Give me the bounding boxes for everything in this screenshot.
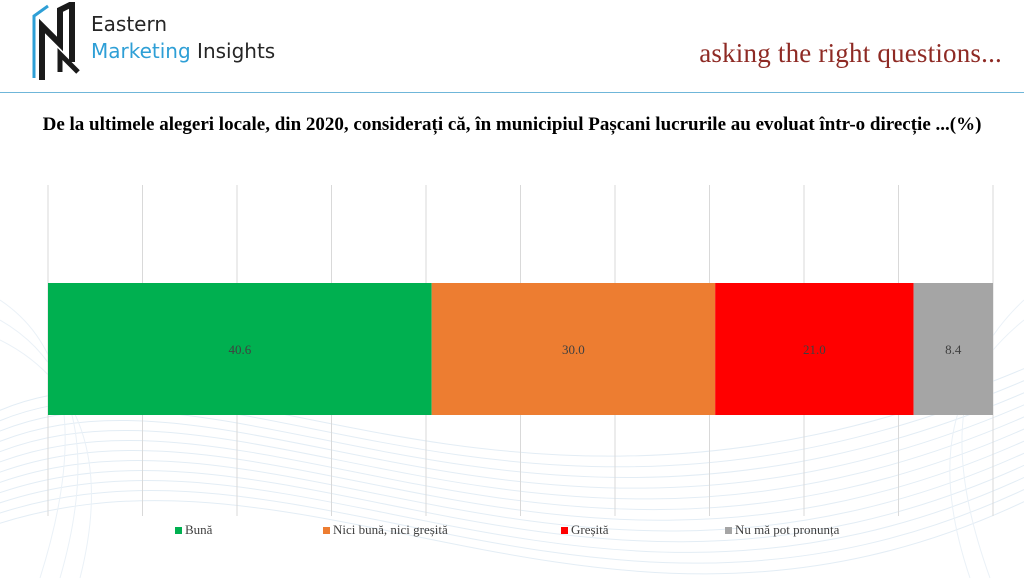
- legend-item-4: Nu mă pot pronunța: [725, 522, 839, 538]
- legend-swatch: [725, 526, 732, 534]
- bar-segment-4: [913, 283, 993, 415]
- bar-segment-2: [431, 283, 716, 415]
- brand-word-marketing: Marketing: [91, 39, 191, 63]
- header: Eastern Marketing Insights asking the ri…: [0, 0, 1024, 94]
- bar-segment-1: [48, 283, 432, 415]
- legend-swatch: [323, 526, 330, 534]
- data-label-4: 8.4: [945, 342, 962, 357]
- data-label-2: 30.0: [562, 342, 585, 357]
- bar-segments: [48, 283, 993, 415]
- header-divider: [0, 92, 1024, 93]
- brand-line-2: Marketing Insights: [91, 39, 275, 63]
- chart-legend: Bună Nici bună, nici greșită Greșită Nu mă …: [0, 522, 1024, 538]
- legend-label: Greșită: [571, 522, 609, 537]
- data-label-3: 21.0: [803, 342, 826, 357]
- bar-segment-3: [715, 283, 914, 415]
- data-labels: 40.6 30.0 21.0 8.4: [228, 342, 961, 357]
- legend-label: Bună: [185, 522, 213, 537]
- legend-swatch: [561, 526, 568, 534]
- legend-item-2: Nici bună, nici greșită: [323, 522, 448, 538]
- legend-label: Nu mă pot pronunța: [735, 522, 840, 537]
- chart-title: De la ultimele alegeri locale, din 2020,…: [42, 114, 982, 135]
- legend-swatch: [175, 526, 182, 534]
- brand-line-1: Eastern: [91, 12, 168, 36]
- brand-name: Eastern Marketing Insights: [91, 11, 275, 65]
- data-label-1: 40.6: [228, 342, 251, 357]
- legend-item-3: Greșită: [561, 522, 609, 538]
- brand-word-insights: Insights: [190, 39, 276, 63]
- logo-mark-icon: [32, 2, 80, 80]
- legend-item-1: Bună: [175, 522, 212, 538]
- legend-label: Nici bună, nici greșită: [333, 522, 448, 537]
- tagline: asking the right questions...: [699, 38, 1002, 68]
